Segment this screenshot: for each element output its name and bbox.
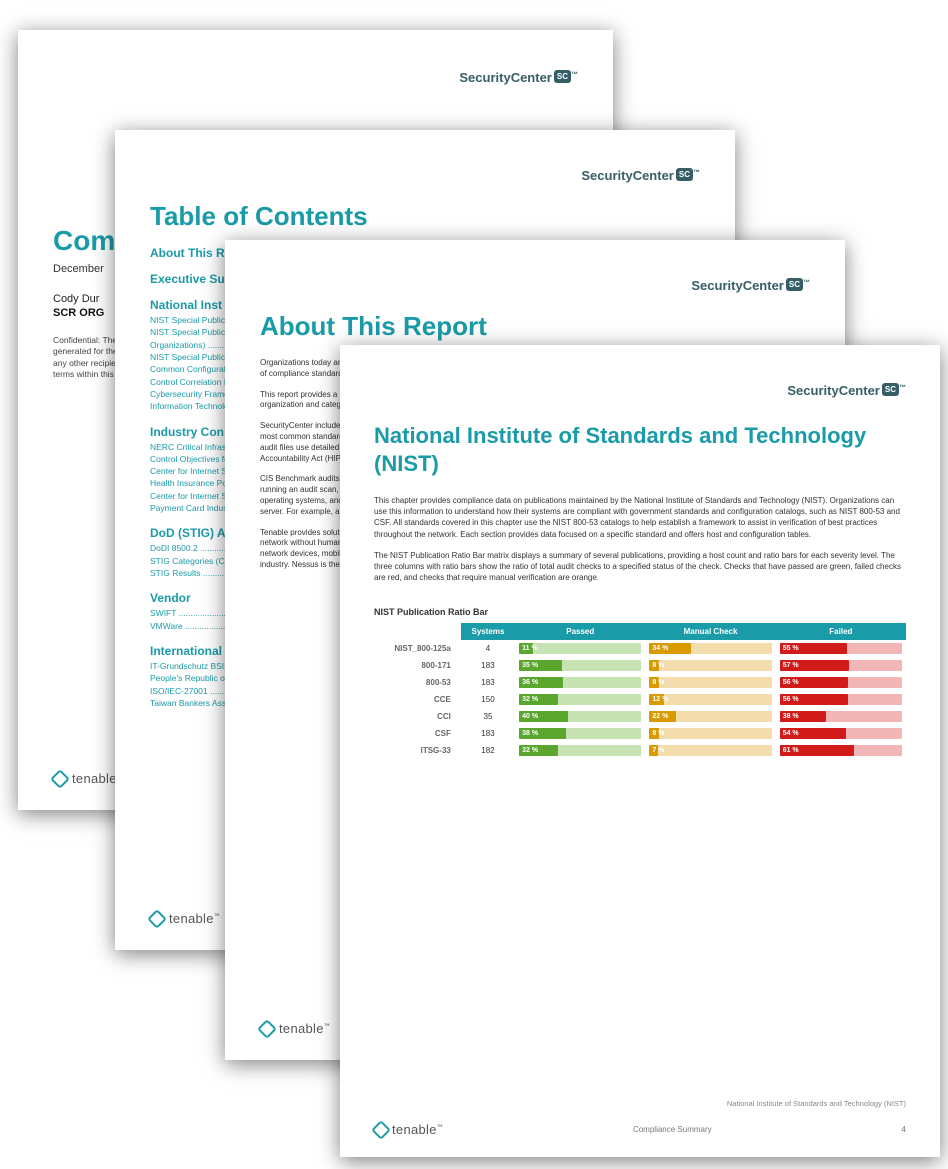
ratio-bar-cell: 11 % (515, 640, 645, 657)
ratio-table-caption: NIST Publication Ratio Bar (374, 607, 906, 617)
ratio-bar-cell: 55 % (776, 640, 906, 657)
ratio-h-manual: Manual Check (645, 623, 775, 640)
ratio-h-blank (374, 623, 461, 640)
about-title: About This Report (260, 311, 810, 342)
tenable-icon (257, 1019, 277, 1039)
ratio-row-label: 800-171 (374, 657, 461, 674)
nist-para-1: This chapter provides compliance data on… (374, 495, 906, 540)
ratio-bar-cell: 61 % (776, 742, 906, 759)
ratio-h-failed: Failed (776, 623, 906, 640)
brand-tm: ™ (693, 170, 700, 177)
ratio-row-systems: 183 (461, 674, 515, 691)
tenable-icon (50, 769, 70, 789)
brand-header: SecurityCenterSC™ (53, 70, 578, 85)
tenable-footer: tenable™ (150, 911, 220, 926)
tenable-footer: tenable™ (53, 771, 123, 786)
ratio-bar-cell: 8 % (645, 657, 775, 674)
brand-tm: ™ (899, 385, 906, 392)
ratio-row: 800-17118335 %8 %57 % (374, 657, 906, 674)
brand-badge: SC (676, 168, 693, 181)
ratio-row: 800-5318336 %8 %56 % (374, 674, 906, 691)
toc-title: Table of Contents (150, 201, 700, 232)
tenable-footer: tenable™ (260, 1021, 330, 1036)
brand-badge: SC (786, 278, 803, 291)
ratio-row-systems: 182 (461, 742, 515, 759)
ratio-row-label: 800-53 (374, 674, 461, 691)
ratio-row: CCI3540 %22 %38 % (374, 708, 906, 725)
brand-name: SecurityCenter (787, 383, 879, 398)
ratio-row-systems: 150 (461, 691, 515, 708)
tenable-name: tenable™ (169, 911, 220, 926)
report-page-4: SecurityCenterSC™ National Institute of … (340, 345, 940, 1157)
ratio-row-systems: 183 (461, 657, 515, 674)
ratio-header-row: Systems Passed Manual Check Failed (374, 623, 906, 640)
nist-title: National Institute of Standards and Tech… (374, 422, 906, 477)
brand-name: SecurityCenter (581, 168, 673, 183)
ratio-bar-cell: 40 % (515, 708, 645, 725)
ratio-row-label: ITSG-33 (374, 742, 461, 759)
tenable-name: tenable™ (279, 1021, 330, 1036)
ratio-row-systems: 35 (461, 708, 515, 725)
ratio-table: Systems Passed Manual Check Failed NIST_… (374, 623, 906, 759)
ratio-bar-cell: 56 % (776, 691, 906, 708)
ratio-row: CSF18338 %8 %54 % (374, 725, 906, 742)
tenable-icon (147, 909, 167, 929)
ratio-row: NIST_800-125a411 %34 %55 % (374, 640, 906, 657)
ratio-row-label: CCI (374, 708, 461, 725)
ratio-row-label: NIST_800-125a (374, 640, 461, 657)
page4-footer-wrap: National Institute of Standards and Tech… (374, 1099, 906, 1137)
ratio-row-systems: 4 (461, 640, 515, 657)
ratio-h-systems: Systems (461, 623, 515, 640)
nist-para-2: The NIST Publication Ratio Bar matrix di… (374, 550, 906, 584)
brand-header: SecurityCenterSC™ (260, 278, 810, 293)
ratio-bar-cell: 54 % (776, 725, 906, 742)
ratio-bar-cell: 8 % (645, 674, 775, 691)
ratio-bar-cell: 7 % (645, 742, 775, 759)
brand-name: SecurityCenter (691, 278, 783, 293)
ratio-bar-cell: 22 % (645, 708, 775, 725)
ratio-bar-cell: 38 % (515, 725, 645, 742)
footer-center: Compliance Summary (633, 1125, 712, 1134)
brand-badge: SC (554, 70, 571, 83)
tenable-name: tenable™ (392, 1122, 443, 1137)
brand-tm: ™ (571, 72, 578, 79)
brand-badge: SC (882, 383, 899, 396)
ratio-bar-cell: 36 % (515, 674, 645, 691)
ratio-row-label: CCE (374, 691, 461, 708)
ratio-bar-cell: 56 % (776, 674, 906, 691)
footer-context: National Institute of Standards and Tech… (374, 1099, 906, 1108)
tenable-icon (371, 1120, 391, 1140)
ratio-row-label: CSF (374, 725, 461, 742)
footer-page-num: 4 (902, 1125, 906, 1134)
ratio-bar-cell: 38 % (776, 708, 906, 725)
ratio-row: ITSG-3318232 %7 %61 % (374, 742, 906, 759)
brand-name: SecurityCenter (459, 70, 551, 85)
ratio-bar-cell: 34 % (645, 640, 775, 657)
ratio-bar-cell: 12 % (645, 691, 775, 708)
ratio-bar-cell: 8 % (645, 725, 775, 742)
brand-header: SecurityCenterSC™ (150, 168, 700, 183)
ratio-h-passed: Passed (515, 623, 645, 640)
ratio-bar-cell: 57 % (776, 657, 906, 674)
ratio-bar-cell: 32 % (515, 691, 645, 708)
brand-header: SecurityCenterSC™ (374, 383, 906, 398)
ratio-row-systems: 183 (461, 725, 515, 742)
brand-tm: ™ (803, 280, 810, 287)
page4-footer: tenable™ Compliance Summary 4 (374, 1112, 906, 1137)
ratio-row: CCE15032 %12 %56 % (374, 691, 906, 708)
ratio-bar-cell: 32 % (515, 742, 645, 759)
ratio-bar-cell: 35 % (515, 657, 645, 674)
tenable-footer: tenable™ (374, 1122, 443, 1137)
